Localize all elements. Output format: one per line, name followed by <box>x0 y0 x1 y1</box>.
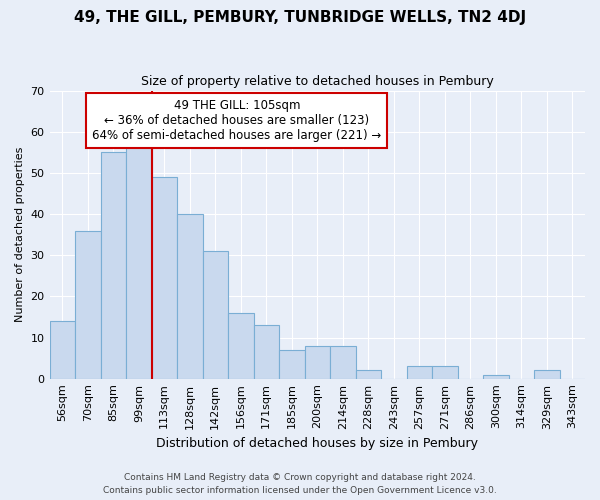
Bar <box>356 370 381 378</box>
Bar <box>126 144 152 378</box>
Bar <box>101 152 126 378</box>
Bar <box>279 350 305 378</box>
Text: 49, THE GILL, PEMBURY, TUNBRIDGE WELLS, TN2 4DJ: 49, THE GILL, PEMBURY, TUNBRIDGE WELLS, … <box>74 10 526 25</box>
Bar <box>75 230 101 378</box>
Bar <box>432 366 458 378</box>
Y-axis label: Number of detached properties: Number of detached properties <box>15 147 25 322</box>
Bar <box>177 214 203 378</box>
Text: Contains HM Land Registry data © Crown copyright and database right 2024.
Contai: Contains HM Land Registry data © Crown c… <box>103 474 497 495</box>
Bar <box>534 370 560 378</box>
Title: Size of property relative to detached houses in Pembury: Size of property relative to detached ho… <box>141 75 494 88</box>
Bar <box>203 251 228 378</box>
Bar <box>228 313 254 378</box>
Bar <box>483 374 509 378</box>
Bar <box>254 325 279 378</box>
Bar <box>407 366 432 378</box>
Bar <box>152 177 177 378</box>
Bar <box>330 346 356 378</box>
X-axis label: Distribution of detached houses by size in Pembury: Distribution of detached houses by size … <box>156 437 478 450</box>
Text: 49 THE GILL: 105sqm
← 36% of detached houses are smaller (123)
64% of semi-detac: 49 THE GILL: 105sqm ← 36% of detached ho… <box>92 99 382 142</box>
Bar <box>50 321 75 378</box>
Bar <box>305 346 330 378</box>
